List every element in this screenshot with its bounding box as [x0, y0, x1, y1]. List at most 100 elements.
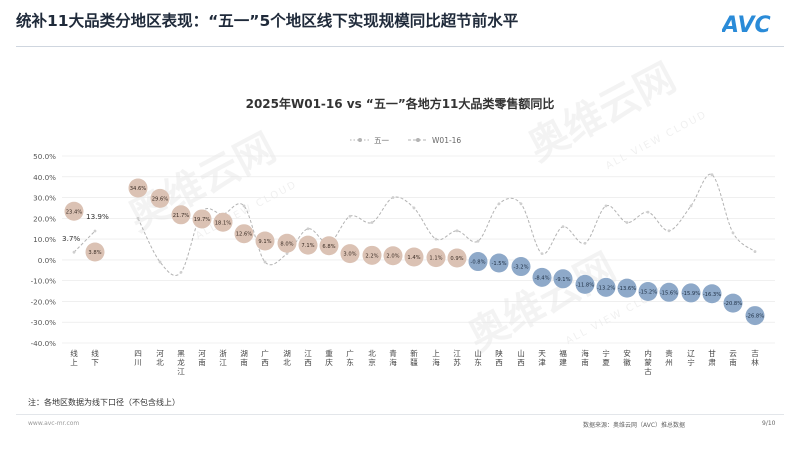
- y-tick-label: 10.0%: [33, 235, 56, 244]
- website-url: www.avc-mr.com: [28, 420, 80, 427]
- wuyi-data-label: -20.8%: [724, 301, 742, 307]
- wuyi-data-label: 23.4%: [66, 209, 83, 215]
- x-tick-label: 天津: [538, 349, 546, 367]
- x-tick-label: 陕西: [495, 348, 503, 367]
- footer-divider: [16, 414, 784, 415]
- x-tick-label: 线下: [91, 348, 99, 367]
- w01-16-point: [179, 270, 183, 274]
- wuyi-data-label: 0.9%: [450, 256, 463, 262]
- wuyi-bubble: [85, 242, 105, 262]
- x-tick-label: 内蒙古: [644, 348, 652, 376]
- wuyi-data-label: 21.7%: [173, 213, 190, 219]
- wuyi-bubble: [681, 283, 701, 303]
- wuyi-bubble: [64, 201, 84, 221]
- w01-16-point: [136, 216, 140, 220]
- w01-16-point: [434, 237, 438, 241]
- wuyi-data-label: -15.6%: [660, 290, 678, 296]
- page-title: 统补11大品类分地区表现：“五一”5个地区线下实现规模同比超节前水平: [16, 12, 519, 30]
- w01-16-point: [306, 227, 310, 231]
- wuyi-data-label: -0.8%: [470, 260, 485, 266]
- x-tick-label: 河北: [156, 349, 164, 367]
- wuyi-bubble: [362, 245, 382, 265]
- wuyi-data-label: 6.8%: [322, 244, 335, 250]
- y-tick-label: -40.0%: [31, 339, 57, 348]
- wuyi-data-label: 12.6%: [236, 232, 253, 238]
- x-tick-label: 江苏: [453, 349, 461, 367]
- x-tick-label: 云南: [729, 349, 737, 367]
- w01-16-point: [348, 214, 352, 218]
- wuyi-bubble: [532, 267, 552, 287]
- w01-16-point: [710, 173, 714, 177]
- wuyi-bubble: [575, 274, 595, 294]
- y-tick-label: 30.0%: [33, 194, 56, 203]
- wuyi-bubble: [150, 188, 170, 208]
- x-tick-label: 河南: [198, 349, 206, 367]
- y-tick-label: 20.0%: [33, 214, 56, 223]
- wuyi-bubble: [340, 244, 360, 264]
- x-tick-label: 四川: [134, 349, 142, 367]
- wuyi-data-label: -26.8%: [746, 314, 764, 320]
- wuyi-data-label: 3.8%: [88, 250, 101, 256]
- x-tick-label: 辽宁: [687, 349, 695, 367]
- wuyi-data-label: 2.2%: [365, 253, 378, 259]
- y-tick-label: -20.0%: [31, 297, 57, 306]
- w01-16-point: [285, 252, 289, 256]
- wuyi-bubble: [277, 233, 297, 253]
- x-tick-label: 青海: [389, 348, 397, 367]
- header-divider: [16, 46, 784, 47]
- avc-logo: AVC: [722, 13, 771, 38]
- legend-label: 五一: [374, 136, 389, 145]
- w01-16-point: [263, 260, 267, 264]
- w01-16-data-label: 3.7%: [62, 234, 80, 243]
- wuyi-data-label: 29.6%: [152, 196, 169, 202]
- x-tick-label: 山西: [517, 348, 525, 367]
- wuyi-bubble: [511, 257, 531, 277]
- wuyi-data-label: -15.9%: [682, 291, 700, 297]
- x-tick-label: 海南: [581, 348, 589, 367]
- w01-16-point: [242, 204, 246, 208]
- legend-label: W01-16: [432, 136, 461, 145]
- wuyi-bubble: [171, 205, 191, 225]
- wuyi-data-label: 7.1%: [301, 243, 314, 249]
- w01-16-point: [412, 206, 416, 210]
- x-tick-label: 黑龙江: [177, 349, 185, 376]
- y-tick-label: 50.0%: [33, 152, 56, 161]
- w01-16-point: [519, 202, 523, 206]
- w01-16-data-label: 13.9%: [86, 212, 109, 221]
- x-tick-label: 上海: [432, 349, 440, 367]
- w01-16-point: [561, 225, 565, 229]
- w01-16-point: [497, 202, 501, 206]
- w01-16-point: [583, 241, 587, 245]
- x-tick-label: 湖南: [240, 349, 248, 367]
- x-tick-label: 安徽: [623, 348, 631, 367]
- wuyi-data-label: 8.0%: [280, 241, 293, 247]
- wuyi-bubble: [553, 269, 573, 289]
- wuyi-data-label: -15.2%: [639, 289, 657, 295]
- chart-title: 2025年W01-16 vs “五一”各地方11大品类零售额同比: [245, 97, 555, 111]
- w01-16-point: [540, 252, 544, 256]
- w01-16-point: [391, 196, 395, 199]
- w01-16-point: [370, 221, 374, 224]
- wuyi-data-label: 1.4%: [407, 255, 420, 261]
- wuyi-data-label: 1.1%: [429, 256, 442, 262]
- wuyi-data-label: 19.7%: [194, 217, 211, 223]
- x-tick-label: 新疆: [410, 348, 418, 367]
- x-tick-label: 贵州: [665, 348, 673, 367]
- wuyi-bubble: [447, 248, 467, 268]
- w01-16-point: [72, 250, 76, 254]
- w01-16-point: [689, 204, 693, 208]
- w01-16-line-online: [73, 230, 96, 253]
- wuyi-bubble: [489, 253, 509, 273]
- wuyi-data-label: -16.3%: [703, 292, 721, 298]
- wuyi-data-label: -8.4%: [534, 275, 549, 281]
- w01-16-point: [667, 229, 671, 233]
- x-tick-label: 湖北: [283, 349, 291, 367]
- wuyi-bubble: [659, 282, 679, 302]
- x-tick-label: 山东: [474, 348, 482, 367]
- w01-16-point: [604, 204, 608, 208]
- wuyi-bubble: [404, 247, 424, 267]
- data-source: 数据来源：奥维云网（AVC）推总数据: [583, 422, 686, 429]
- wuyi-bubble: [617, 278, 637, 298]
- wuyi-data-label: 9.1%: [258, 239, 271, 245]
